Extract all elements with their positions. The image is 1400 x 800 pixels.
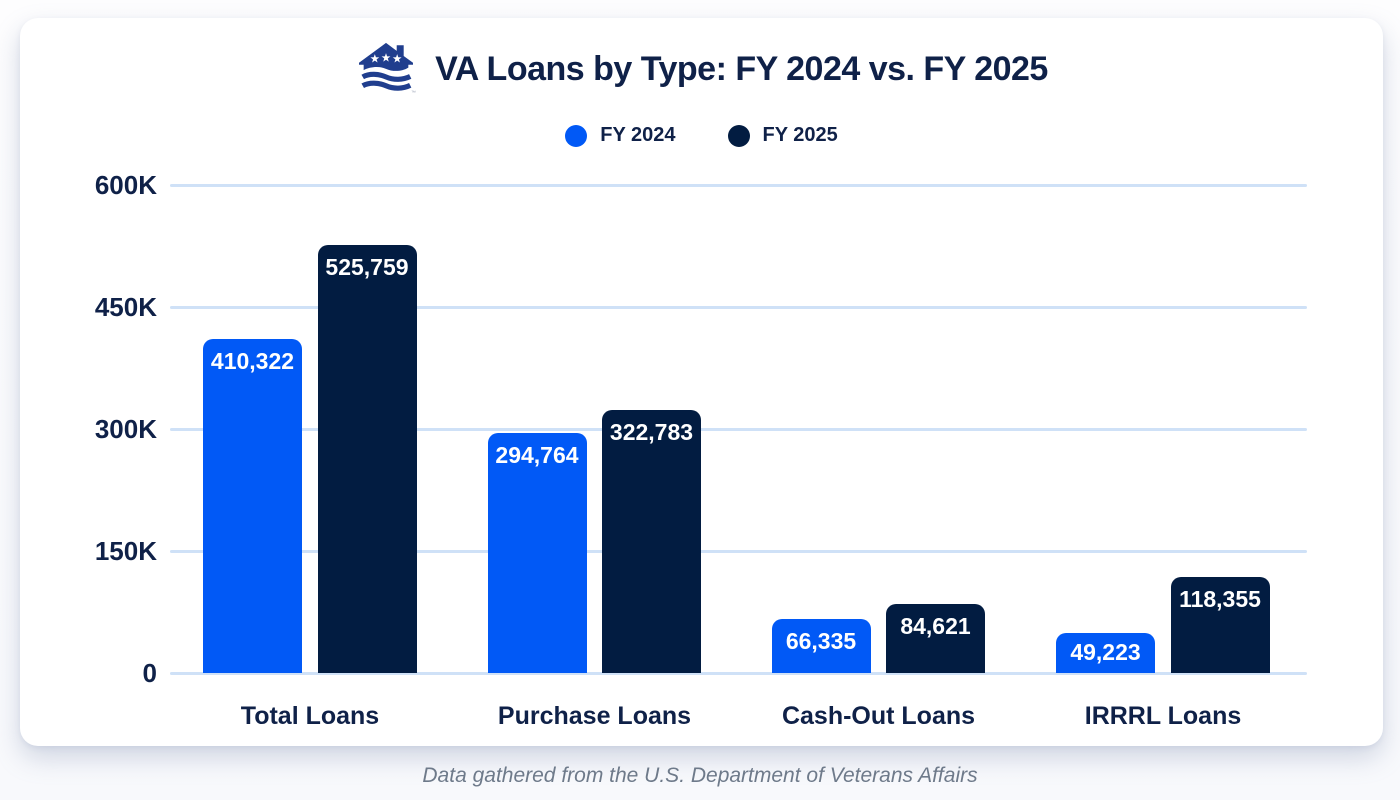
bar-fy2025-purchase-loans: 322,783 [602, 410, 701, 673]
bar-fy2025-irrrl-loans: 118,355 [1170, 576, 1270, 673]
bar-fy2024-irrrl-loans: 49,223 [1056, 632, 1155, 673]
legend-label-fy2024: FY 2024 [600, 124, 676, 146]
chart-header: ™ VA Loans by Type: FY 2024 vs. FY 2025 [20, 42, 1383, 96]
gridline-600k [170, 184, 1307, 187]
gridline-0 [170, 672, 1307, 675]
gridline-300k [170, 428, 1307, 431]
bar-value-label: 410,322 [210, 348, 295, 375]
chart-legend: FY 2024 FY 2025 [20, 124, 1383, 147]
x-axis-label-total-loans: Total Loans [240, 702, 380, 730]
bar-value-label: 322,783 [609, 419, 694, 446]
legend-item-fy2024: FY 2024 [565, 124, 676, 147]
bar-value-label: 525,759 [325, 254, 409, 281]
y-axis-tick-150k: 150K [94, 536, 157, 566]
source-note: Data gathered from the U.S. Department o… [422, 764, 978, 787]
bar-fy2024-total-loans: 410,322 [203, 339, 302, 673]
chart-title: VA Loans by Type: FY 2024 vs. FY 2025 [435, 49, 1048, 88]
y-axis-tick-600k: 600K [94, 170, 157, 200]
bar-value-label: 49,223 [1070, 639, 1141, 666]
bar-fy2025-cash-out-loans: 84,621 [886, 604, 985, 673]
bar-fy2024-cash-out-loans: 66,335 [771, 619, 871, 673]
bar-fy2025-total-loans: 525,759 [317, 245, 417, 673]
legend-dot-fy2025 [727, 124, 750, 147]
bar-value-label: 294,764 [495, 442, 579, 469]
x-axis-label-purchase-loans: Purchase Loans [497, 702, 692, 730]
chart-card: ™ VA Loans by Type: FY 2024 vs. FY 2025 … [20, 18, 1383, 746]
gridline-150k [170, 550, 1307, 553]
y-axis-tick-450k: 450K [94, 292, 157, 322]
x-axis-label-cash-out-loans: Cash-Out Loans [781, 702, 976, 730]
y-axis-tick-300k: 300K [94, 414, 157, 444]
plot-area: 600K 450K 300K 150K 0 410,322 294,764 66,335 49,… [20, 18, 1383, 746]
legend-item-fy2025: FY 2025 [727, 124, 838, 147]
bar-value-label: 118,355 [1179, 585, 1261, 612]
bar-value-label: 66,335 [785, 628, 857, 655]
legend-label-fy2025: FY 2025 [762, 124, 838, 146]
va-house-logo-icon: ™ [355, 42, 417, 96]
y-axis-tick-0: 0 [142, 658, 157, 688]
legend-dot-fy2024 [565, 124, 588, 147]
svg-text:™: ™ [411, 90, 416, 95]
gridline-450k [170, 306, 1307, 309]
bar-value-label: 84,621 [900, 613, 971, 640]
bar-fy2024-purchase-loans: 294,764 [487, 433, 587, 673]
x-axis-label-irrrl-loans: IRRRL Loans [1084, 702, 1242, 730]
